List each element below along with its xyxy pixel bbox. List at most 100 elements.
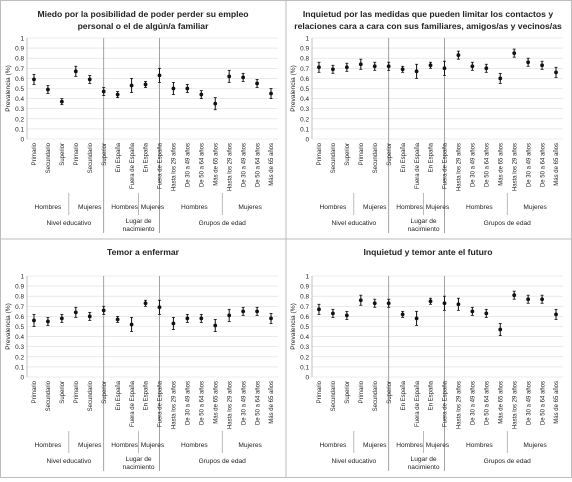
data-point <box>157 305 162 310</box>
sex-group-label: Hombres <box>320 204 347 211</box>
data-point <box>554 70 558 75</box>
category-label: En España <box>429 380 435 410</box>
category-label: Secundario <box>88 380 94 411</box>
group-label: Nivel educativo <box>331 220 376 227</box>
category-label: De 30 a 49 años <box>186 381 192 425</box>
y-tick-label: 0.7 <box>15 66 24 73</box>
data-point <box>428 63 433 68</box>
y-tick-label: 0.7 <box>300 304 309 311</box>
category-label: Más de 65 años <box>498 143 504 186</box>
group-label: Nivel educativo <box>46 458 91 465</box>
category-label: Fuera de España <box>443 380 449 427</box>
sex-group-label: Mujeres <box>363 442 387 449</box>
sex-group-label: Mujeres <box>78 204 102 211</box>
y-tick-label: 0 <box>20 375 24 382</box>
data-point <box>554 312 558 317</box>
data-point <box>143 82 148 87</box>
group-label: nacimiento <box>408 464 440 471</box>
sex-group-label: Mujeres <box>78 442 102 449</box>
category-label: Superior <box>102 381 108 404</box>
y-tick-label: 0.5 <box>15 324 24 331</box>
category-label: Secundario <box>46 380 52 411</box>
category-label: Hasta los 29 años <box>227 381 233 429</box>
data-point <box>372 301 377 306</box>
data-point <box>484 66 489 71</box>
category-label: Hasta los 29 años <box>512 381 518 429</box>
category-label: Hasta los 29 años <box>457 381 463 429</box>
category-label: Primario <box>359 142 365 165</box>
y-tick-label: 0.8 <box>15 294 24 301</box>
data-point <box>358 62 363 67</box>
chart-title-line: Inquietud y temor ante el futuro <box>364 247 493 257</box>
category-label: Secundario <box>373 380 379 411</box>
data-point <box>73 310 78 315</box>
data-point <box>456 302 461 307</box>
sex-group-label: Hombres <box>111 204 138 211</box>
data-point <box>400 67 405 72</box>
data-point <box>526 297 531 302</box>
category-label: Más de 65 años <box>269 143 275 186</box>
data-point <box>470 64 475 69</box>
category-label: De 30 a 49 años <box>471 143 477 187</box>
y-tick-label: 0.8 <box>15 56 24 63</box>
category-label: Superior <box>387 143 393 166</box>
category-label: Superior <box>60 143 66 166</box>
y-tick-label: 0.9 <box>300 284 309 291</box>
chart-panel-2: Inquietud por las medidas que pueden lim… <box>290 9 563 233</box>
category-label: Fuera de España <box>415 380 421 427</box>
data-point <box>143 301 148 306</box>
data-point <box>199 92 204 97</box>
category-label: Más de 65 años <box>498 381 504 424</box>
y-tick-label: 0.9 <box>300 46 309 53</box>
category-label: En España <box>144 142 150 172</box>
category-label: De 50 a 64 años <box>200 381 206 425</box>
data-point <box>101 89 106 94</box>
category-label: Hasta los 29 años <box>172 143 178 191</box>
data-point <box>115 92 120 97</box>
data-point <box>213 323 218 328</box>
sex-group-label: Mujeres <box>238 204 262 211</box>
category-label: Más de 65 años <box>213 381 219 424</box>
y-tick-label: 0.2 <box>300 116 309 123</box>
sex-group-label: Mujeres <box>363 204 387 211</box>
data-point <box>46 319 50 324</box>
y-tick-label: 0.2 <box>15 354 24 361</box>
y-axis-label: Prevalencia (%) <box>290 303 297 350</box>
category-label: De 30 a 49 años <box>526 381 532 425</box>
chart-panel-4: Inquietud y temor ante el futuro 0 0.1 0.2 0… <box>290 247 563 471</box>
data-point <box>512 293 517 298</box>
chart-title-line: Miedo por la posibilidad de poder perder… <box>37 9 248 19</box>
y-tick-label: 0.6 <box>15 314 24 321</box>
y-tick-label: 0.6 <box>300 76 309 83</box>
category-label: Más de 65 años <box>554 381 560 424</box>
category-label: De 30 a 49 años <box>471 381 477 425</box>
y-tick-label: 0.3 <box>300 106 309 113</box>
category-label: Fuera de España <box>158 380 164 427</box>
data-point <box>115 317 120 322</box>
category-label: Hasta los 29 años <box>227 143 233 191</box>
data-point <box>32 318 36 323</box>
data-point <box>255 309 259 314</box>
category-label: Superior <box>387 381 393 404</box>
category-label: Primario <box>32 142 38 165</box>
y-tick-label: 0.4 <box>15 334 24 341</box>
category-label: Superior <box>60 381 66 404</box>
sex-group-label: Mujeres <box>426 442 450 449</box>
category-label: Superior <box>345 381 351 404</box>
data-point <box>199 316 204 321</box>
data-point <box>540 63 544 68</box>
y-tick-label: 0 <box>305 375 309 382</box>
y-tick-label: 0.3 <box>15 344 24 351</box>
category-label: De 30 a 49 años <box>241 143 247 187</box>
data-point <box>428 299 433 304</box>
y-tick-label: 0.9 <box>15 46 24 53</box>
category-label: En España <box>401 380 407 410</box>
chart-panel-3: Temor a enfermar 0 0.1 0.2 0.3 0.4 0.5 0.6 0.7 0.… <box>5 247 278 471</box>
y-tick-label: 0 <box>20 137 24 144</box>
data-point <box>484 311 489 316</box>
sex-group-label: Hombres <box>466 204 493 211</box>
sex-group-label: Hombres <box>181 442 208 449</box>
data-point <box>32 77 36 82</box>
data-point <box>213 101 218 106</box>
